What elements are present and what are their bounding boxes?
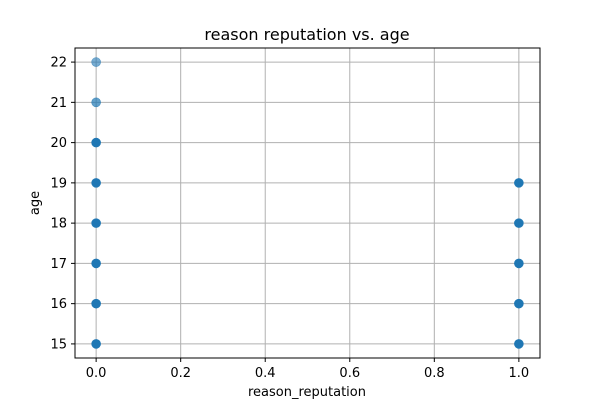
- scatter-point: [91, 57, 101, 67]
- y-axis-label: age: [28, 191, 43, 215]
- x-tick-label: 1.0: [509, 366, 530, 381]
- scatter-point: [514, 258, 524, 269]
- scatter-point: [91, 298, 101, 309]
- scatter-point: [91, 178, 101, 188]
- scatter-point: [91, 339, 101, 349]
- x-tick-label: 0.0: [86, 366, 107, 381]
- x-axis-label: reason_reputation: [248, 385, 366, 400]
- scatter-point: [91, 97, 101, 108]
- x-tick-label: 0.4: [255, 366, 276, 381]
- x-tick-label: 0.6: [339, 366, 360, 381]
- scatter-point: [514, 218, 524, 228]
- y-tick-label: 20: [50, 136, 67, 151]
- x-tick-label: 0.8: [424, 366, 445, 381]
- x-tick-label: 0.2: [170, 366, 191, 381]
- y-tick-label: 18: [50, 217, 67, 232]
- points-layer: [91, 57, 524, 349]
- chart-title: reason reputation vs. age: [204, 25, 409, 44]
- y-axis-ticks: 15 16 17 18 19 20 21 22: [50, 56, 75, 352]
- x-axis-ticks: 0.0 0.2 0.4 0.6 0.8 1.0: [86, 358, 529, 381]
- scatter-point: [514, 298, 524, 309]
- scatter-point: [514, 339, 524, 349]
- y-tick-label: 21: [50, 96, 67, 111]
- y-tick-label: 17: [50, 257, 67, 272]
- y-tick-label: 19: [50, 176, 67, 191]
- y-tick-label: 16: [50, 297, 67, 312]
- scatter-point: [91, 218, 101, 228]
- y-tick-label: 22: [50, 56, 67, 71]
- y-tick-label: 15: [50, 337, 67, 352]
- scatter-point: [91, 258, 101, 269]
- plot-frame: [74, 47, 541, 359]
- scatter-point: [514, 178, 524, 188]
- grid-layer: [75, 48, 540, 358]
- scatter-point: [91, 137, 101, 148]
